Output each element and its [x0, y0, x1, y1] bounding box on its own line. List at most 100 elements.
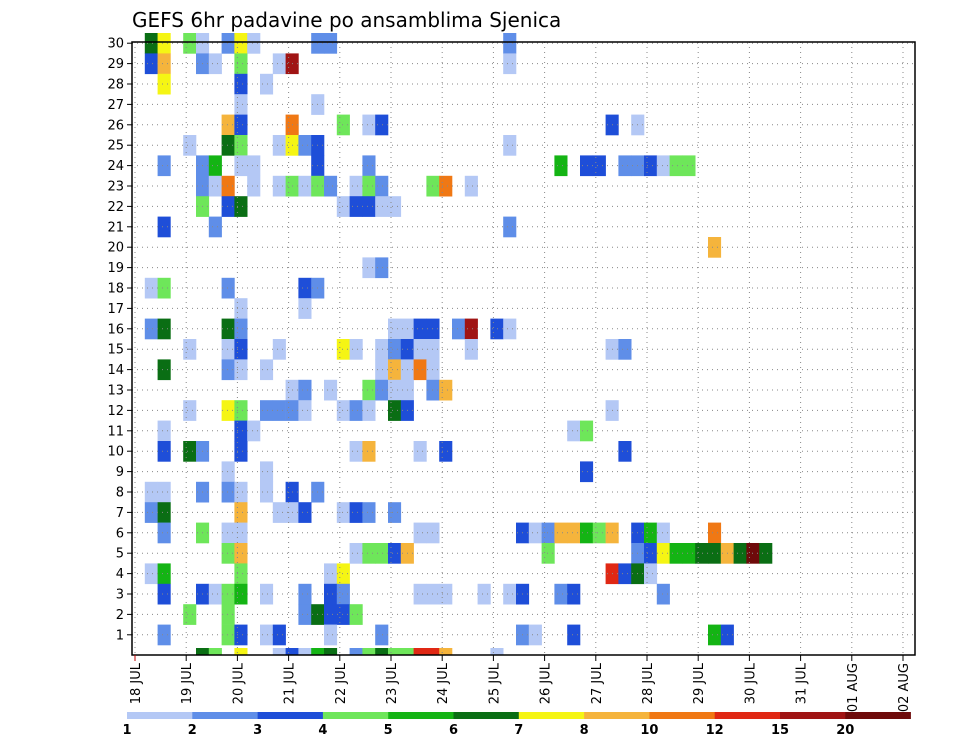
heatmap-cell [234, 196, 248, 217]
heatmap-cell [336, 339, 350, 360]
heatmap-cell [234, 624, 248, 646]
x-tick-label: 22 JUL [334, 662, 349, 704]
heatmap-cell [580, 522, 594, 544]
heatmap-cell [388, 339, 402, 360]
heatmap-cell [644, 155, 658, 177]
heatmap-cell [413, 339, 427, 360]
heatmap-cell [644, 563, 658, 585]
plot-frame [131, 41, 916, 656]
heatmap-cell [221, 318, 235, 340]
heatmap-cell [234, 339, 248, 360]
heatmap-cell [413, 359, 427, 381]
heatmap-cell [695, 543, 709, 564]
heatmap-cell [260, 624, 274, 646]
x-tick-label: 30 JUL [743, 662, 758, 704]
heatmap-cell [298, 648, 312, 656]
heatmap-cell [388, 648, 402, 656]
heatmap-cell [375, 379, 389, 401]
heatmap-cell [234, 481, 248, 503]
x-tick-label: 26 JUL [539, 662, 554, 704]
heatmap-cell [567, 420, 581, 442]
heatmap-cell [208, 216, 222, 238]
heatmap-cell [221, 461, 235, 483]
heatmap-cell [234, 441, 248, 462]
x-tick-label: 23 JUL [385, 662, 400, 704]
heatmap-cell [183, 604, 197, 625]
heatmap-cell [144, 53, 158, 75]
y-tick-label: 26 [107, 118, 124, 133]
heatmap-cell [234, 94, 248, 115]
heatmap-cell [349, 400, 363, 421]
heatmap-cell [592, 155, 606, 177]
heatmap-cell [298, 135, 312, 156]
heatmap-cell [234, 73, 248, 95]
heatmap-cell [567, 522, 581, 544]
heatmap-cell [221, 277, 235, 299]
heatmap-cell [324, 379, 338, 401]
heatmap-cell [298, 277, 312, 299]
heatmap-cell [247, 175, 261, 197]
heatmap-cell [272, 53, 286, 75]
heatmap-cell [656, 543, 670, 564]
heatmap-cell [464, 175, 478, 197]
heatmap-cell [208, 155, 222, 177]
y-tick-label: 7 [116, 506, 124, 521]
x-tick-label: 31 JUL [795, 662, 810, 704]
heatmap-cell [157, 481, 171, 503]
chart-title: GEFS 6hr padavine po ansamblima Sjenica [132, 8, 561, 32]
x-tick-label: 19 JUL [180, 662, 195, 704]
heatmap-cell [234, 298, 248, 319]
heatmap-cell [247, 155, 261, 177]
heatmap-cell [324, 604, 338, 625]
heatmap-cell [439, 441, 453, 462]
heatmap-cell [157, 73, 171, 95]
heatmap-cell [221, 583, 235, 605]
heatmap-cell [157, 216, 171, 238]
heatmap-cell [503, 33, 517, 54]
legend-label: 2 [188, 723, 197, 738]
heatmap-cell [464, 339, 478, 360]
heatmap-cell [708, 522, 722, 544]
heatmap-cell [362, 379, 376, 401]
heatmap-cell [580, 420, 594, 442]
heatmap-cell [362, 441, 376, 462]
y-tick-label: 5 [116, 547, 124, 562]
heatmap-cell [477, 583, 491, 605]
heatmap-cell [336, 114, 350, 136]
heatmap-cell [221, 543, 235, 564]
heatmap-cell [221, 339, 235, 360]
x-tick-label: 28 JUL [641, 662, 656, 704]
legend-label: 20 [836, 723, 854, 738]
heatmap-cell [362, 400, 376, 421]
heatmap-cell [618, 563, 632, 585]
heatmap-cell [298, 400, 312, 421]
heatmap-cell [234, 400, 248, 421]
heatmap-cell [221, 481, 235, 503]
heatmap-cell [439, 379, 453, 401]
y-tick-label: 16 [107, 322, 124, 337]
heatmap-cell [298, 604, 312, 625]
heatmap-cell [234, 318, 248, 340]
legend-swatch [453, 712, 520, 719]
heatmap-cell [439, 583, 453, 605]
heatmap-cell [298, 175, 312, 197]
heatmap-cell [388, 543, 402, 564]
legend-swatch [322, 712, 389, 719]
y-tick-label: 28 [107, 78, 124, 93]
heatmap-cell [208, 648, 222, 656]
legend-label: 15 [771, 723, 789, 738]
heatmap-cell [528, 522, 542, 544]
heatmap-cell [375, 114, 389, 136]
heatmap-cell [452, 318, 466, 340]
y-tick-label: 15 [107, 343, 124, 358]
heatmap-cell [656, 583, 670, 605]
heatmap-cell [157, 522, 171, 544]
heatmap-cell [362, 155, 376, 177]
heatmap-cell [554, 522, 568, 544]
legend-label: 1 [122, 723, 131, 738]
heatmap-cell [413, 648, 427, 656]
y-tick-label: 23 [107, 180, 124, 195]
heatmap-cell [580, 155, 594, 177]
heatmap-cell [349, 175, 363, 197]
heatmap-cell [234, 53, 248, 75]
